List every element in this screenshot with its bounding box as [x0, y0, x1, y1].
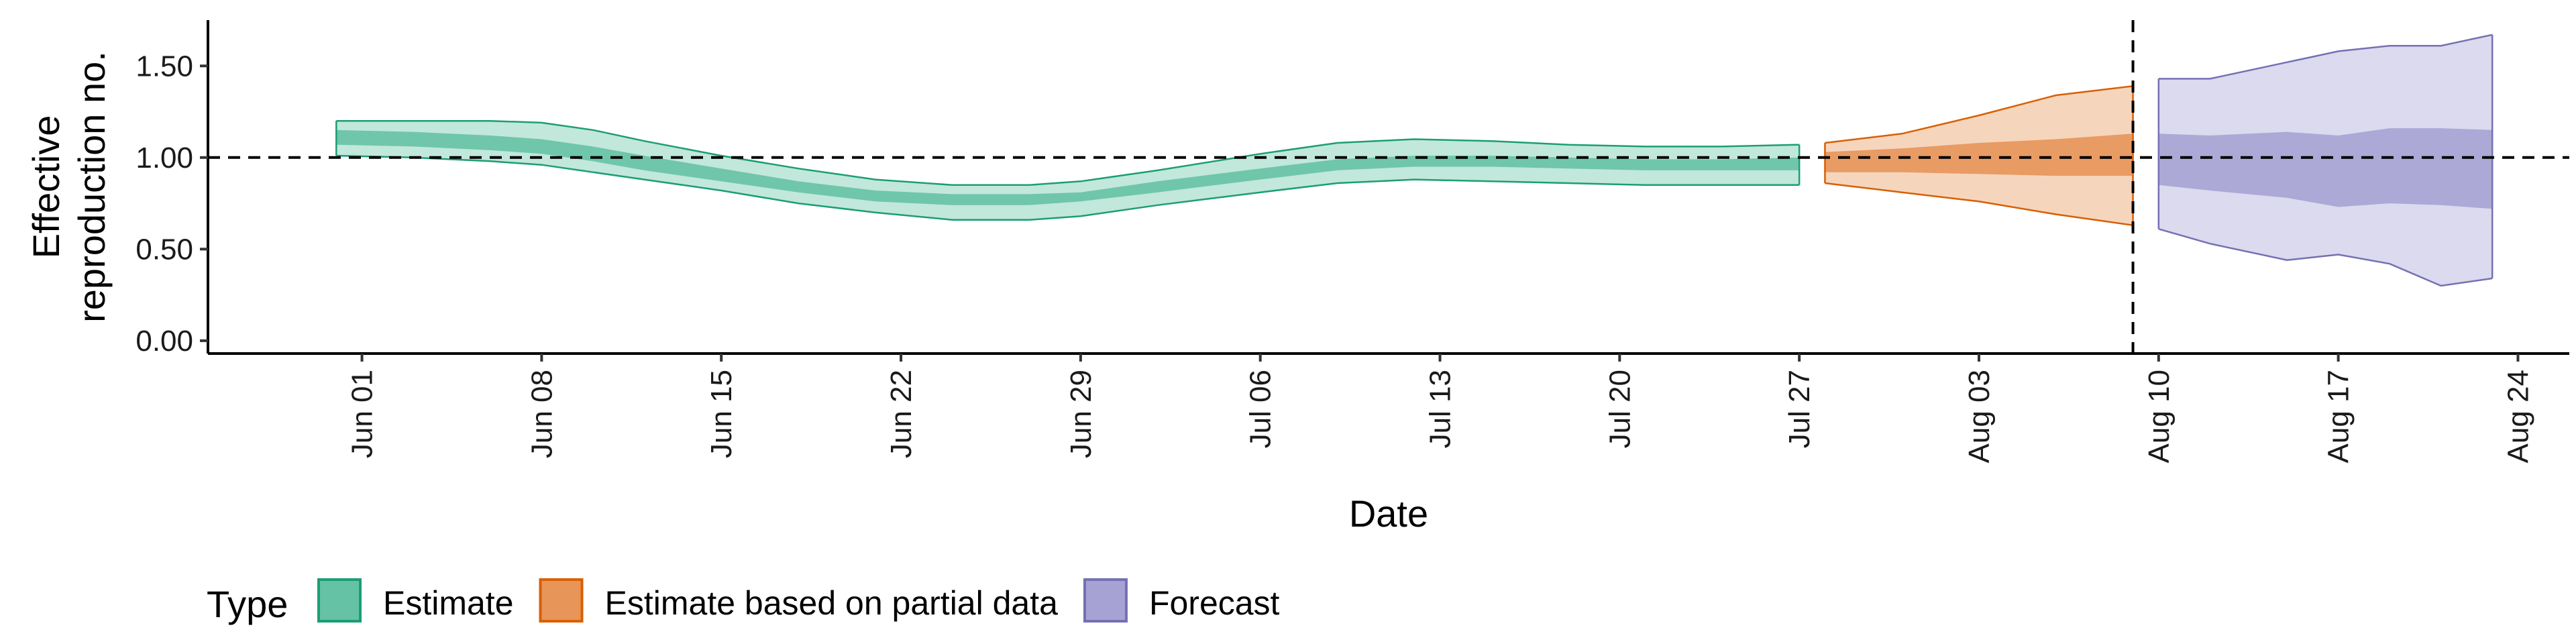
y-tick-label: 0.00	[136, 325, 193, 358]
forecast-lower-line	[2158, 228, 2493, 287]
y-axis-title-line: reproduction no.	[70, 51, 113, 323]
x-tick-label: Jun 22	[885, 370, 918, 458]
legend-swatch-forecast	[1083, 578, 1128, 623]
axes: 0.00 0.50 1.00 1.50 Jun 01 Jun 08 Jun 15 Jun 22…	[25, 20, 2569, 535]
x-tick-label: Aug 10	[2143, 370, 2176, 463]
y-tick-label: 1.50	[136, 50, 193, 83]
estimate-lower-line	[336, 154, 1800, 221]
x-tick-label: Jun 15	[705, 370, 738, 458]
legend-swatch-estimate-based-on-partial-data	[539, 578, 584, 623]
x-tick-label: Jul 20	[1603, 370, 1636, 448]
x-tick-label: Jul 06	[1244, 370, 1277, 448]
x-tick-label: Jun 29	[1065, 370, 1097, 458]
y-tick-label: 1.00	[136, 142, 193, 174]
x-tick-label: Jun 01	[346, 370, 379, 458]
x-tick-label: Aug 24	[2502, 370, 2534, 463]
estimate-inner-band	[336, 129, 1800, 205]
x-tick-label: Jul 13	[1424, 370, 1457, 448]
x-axis-title: Date	[1349, 492, 1428, 535]
legend-label-estimate-based-on-partial-data: Estimate based on partial data	[605, 584, 1059, 622]
x-tick-label: Aug 17	[2322, 370, 2355, 463]
legend-title: Type	[207, 583, 288, 625]
legend-swatch-estimate	[317, 578, 362, 623]
estimate-upper-line	[336, 119, 1800, 186]
estimate-based-on-partial-data-inner-band	[1825, 133, 2133, 176]
y-tick-label: 0.50	[136, 233, 193, 266]
reference-lines	[208, 20, 2569, 354]
x-tick-label: Jul 27	[1783, 370, 1816, 448]
x-tick-label: Aug 03	[1963, 370, 1996, 463]
legend: Type Estimate Estimate based on partial da…	[207, 578, 1280, 625]
legend-label-estimate: Estimate	[383, 584, 514, 622]
x-tick-label: Jun 08	[525, 370, 558, 458]
legend-label-forecast: Forecast	[1149, 584, 1280, 622]
forecast-inner-band	[2158, 128, 2493, 209]
forecast-upper-line	[2158, 34, 2493, 80]
estimate-based-on-partial-data-upper-line	[1825, 85, 2133, 144]
estimate-based-on-partial-data-lower-line	[1825, 182, 2133, 227]
uncertainty-bands	[335, 34, 2493, 287]
y-axis-title-line: Effective	[25, 115, 67, 259]
estimate-outer-band	[336, 121, 1800, 220]
